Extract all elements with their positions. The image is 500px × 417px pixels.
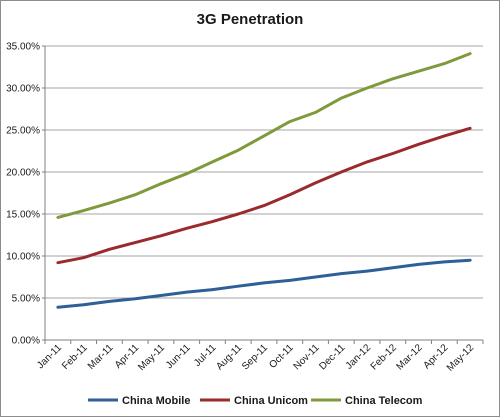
y-tick-label: 25.00% bbox=[6, 126, 40, 137]
y-tick-label: 0.00% bbox=[12, 336, 40, 347]
y-tick-label: 5.00% bbox=[12, 294, 40, 305]
x-tick-label: Mar-11 bbox=[86, 342, 116, 372]
legend-label: China Mobile bbox=[122, 395, 190, 407]
x-tick-label: Oct-11 bbox=[267, 342, 296, 371]
x-tick-label: Jun-11 bbox=[164, 342, 193, 371]
y-tick-label: 10.00% bbox=[6, 252, 40, 263]
x-tick-label: Nov-11 bbox=[292, 342, 322, 372]
x-tick-label: Mar-12 bbox=[395, 342, 425, 372]
y-axis-tick-labels: 0.00% 5.00% 10.00% 15.00% 20.00% 25.00% 30.00%… bbox=[6, 42, 40, 347]
gridlines bbox=[45, 45, 483, 299]
y-tick-label: 30.00% bbox=[6, 84, 40, 95]
series-line-china-unicom bbox=[56, 126, 472, 265]
y-tick-label: 20.00% bbox=[6, 168, 40, 179]
y-tick-label: 35.00% bbox=[6, 42, 40, 53]
x-tick-label: Sep-11 bbox=[240, 342, 270, 372]
x-tick-label: Jan-12 bbox=[344, 342, 374, 372]
series-lines bbox=[56, 52, 472, 309]
legend-label: China Unicom bbox=[234, 395, 308, 407]
y-tick-label: 15.00% bbox=[6, 210, 40, 221]
chart-title: 3G Penetration bbox=[197, 11, 304, 28]
legend-label: China Telecom bbox=[345, 395, 423, 407]
axes bbox=[42, 45, 484, 344]
series-line-china-mobile bbox=[56, 258, 472, 309]
x-tick-label: Feb-11 bbox=[60, 342, 90, 372]
series-line-china-telecom bbox=[56, 52, 472, 219]
x-tick-label: May-12 bbox=[445, 342, 477, 374]
x-tick-label: May-11 bbox=[136, 342, 167, 373]
x-tick-label: Feb-12 bbox=[369, 342, 399, 372]
legend: China Mobile China Unicom China Telecom bbox=[88, 395, 423, 407]
x-tick-label: Dec-11 bbox=[317, 342, 347, 372]
x-tick-label: Aug-11 bbox=[214, 342, 244, 372]
